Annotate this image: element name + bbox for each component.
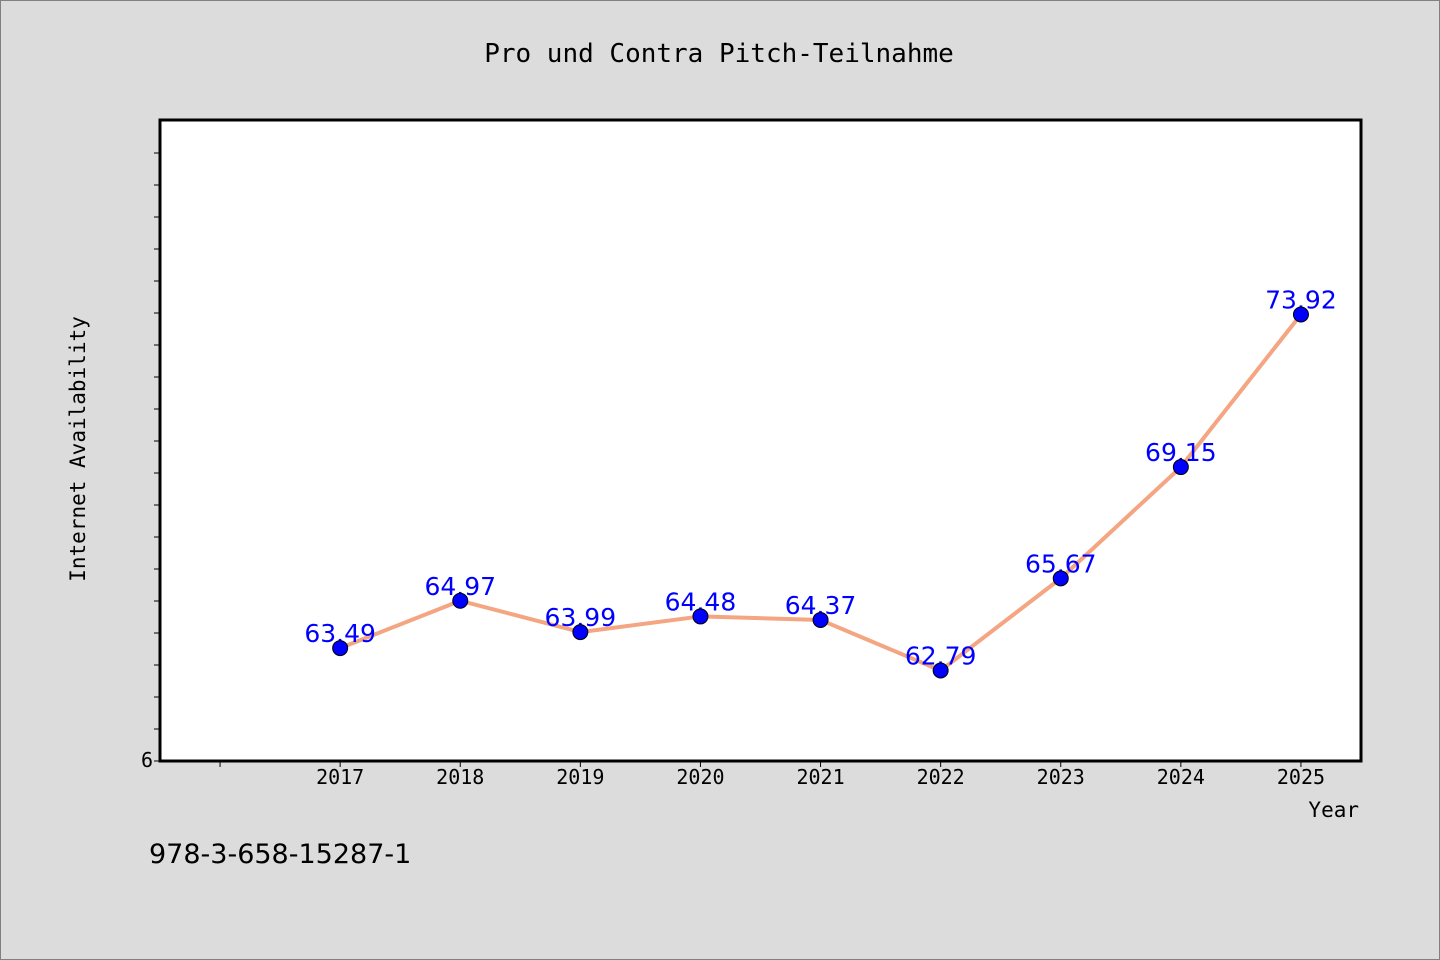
- x-axis-label: Year: [1308, 798, 1359, 822]
- x-tick-label: 2021: [796, 765, 844, 789]
- data-point: [932, 662, 949, 679]
- data-point: [572, 624, 589, 641]
- plot-area: [158, 118, 1363, 763]
- x-tick-label: 2019: [556, 765, 604, 789]
- data-point: [1172, 459, 1189, 476]
- data-point: [332, 640, 349, 657]
- data-point: [692, 608, 709, 625]
- x-tick-label: 2017: [316, 765, 364, 789]
- x-tick-label: 2018: [436, 765, 484, 789]
- chart-title: Pro und Contra Pitch-Teilnahme: [484, 39, 954, 69]
- data-point: [1052, 570, 1069, 587]
- x-tick-label: 2022: [917, 765, 965, 789]
- y-tick-label: 6: [141, 748, 153, 772]
- x-tick-label: 2020: [676, 765, 724, 789]
- x-axis-ticks: 2017 2018 2019 2020 2021 2022 2023 2024 2025: [219, 761, 1325, 789]
- x-tick-label: 2023: [1037, 765, 1085, 789]
- data-point: [1292, 306, 1309, 323]
- x-tick-label: 2024: [1157, 765, 1205, 789]
- y-axis-label: Internet Availability: [66, 316, 90, 582]
- data-point: [812, 611, 829, 628]
- data-point: [452, 592, 469, 609]
- footnote-isbn: 978-3-658-15287-1: [149, 839, 411, 870]
- x-tick-label: 2025: [1277, 765, 1325, 789]
- y-axis-ticks: [154, 152, 160, 762]
